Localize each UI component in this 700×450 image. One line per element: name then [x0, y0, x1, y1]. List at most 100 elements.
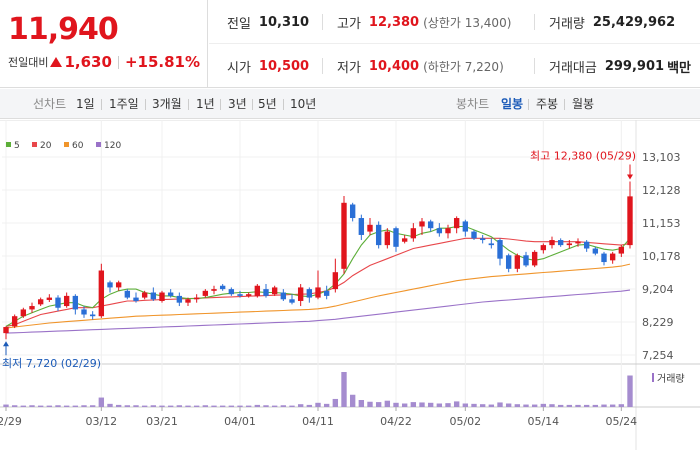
legend-label: 120: [104, 141, 121, 151]
candle-body: [358, 218, 365, 235]
low-label: 저가: [337, 60, 361, 76]
candle-body: [453, 218, 460, 229]
y-tick-label: 9,204: [642, 283, 674, 296]
period-1y-button[interactable]: 1년: [196, 97, 215, 111]
candle-body: [445, 228, 451, 234]
volume-bar: [393, 402, 399, 407]
volume-bar: [98, 397, 105, 407]
candle-body: [488, 243, 495, 246]
x-tick-label: 02/29: [0, 415, 22, 428]
period-5y-button[interactable]: 5년: [258, 97, 277, 111]
candle-body: [618, 246, 625, 254]
x-tick-label: 05/02: [449, 415, 481, 428]
volume-bar: [549, 404, 555, 407]
volume-bar: [124, 405, 131, 407]
period-1w-button[interactable]: 1주일: [109, 97, 139, 111]
volume-bar: [141, 405, 148, 407]
candle-body: [497, 240, 503, 259]
period-1d-button[interactable]: 1일: [76, 97, 95, 111]
prev-close-cell: 전일 10,310: [227, 0, 309, 44]
volume-bar: [332, 398, 339, 407]
volume-bar: [349, 394, 356, 407]
volume-bar: [488, 404, 495, 407]
candle-body: [271, 287, 278, 295]
volume-bar: [514, 404, 521, 407]
candle-body: [471, 231, 477, 239]
change-row: 전일대비 1,630 +15.81%: [8, 53, 200, 71]
candle-body: [3, 327, 9, 334]
candle-body: [323, 290, 330, 296]
low-value: 10,400: [368, 58, 420, 74]
candle-body: [176, 295, 183, 303]
candle-daily-button[interactable]: 일봉: [501, 97, 524, 111]
divider: [252, 99, 253, 110]
open-label: 시가: [227, 60, 251, 76]
volume-bar: [375, 402, 382, 407]
candle-weekly-button[interactable]: 주봉: [536, 97, 559, 111]
low-cell: 저가 10,400 (하한가 7,220): [337, 44, 504, 88]
candle-body: [46, 297, 53, 300]
volume-bar: [202, 405, 209, 407]
period-3y-button[interactable]: 3년: [228, 97, 247, 111]
volume-bar: [306, 404, 313, 407]
candle-body: [20, 309, 27, 317]
divider: [283, 99, 284, 110]
volume-bar: [219, 405, 226, 407]
volume-bar: [55, 405, 61, 407]
period-3m-button[interactable]: 3개월: [152, 97, 182, 111]
volume-bar: [575, 404, 581, 407]
volume-bar: [557, 404, 564, 407]
divider: [322, 14, 323, 30]
candle-body: [540, 245, 547, 251]
ma60-line: [5, 263, 631, 329]
candle-body: [280, 292, 287, 300]
volume-bar: [115, 404, 122, 407]
high-label: 고가: [337, 16, 361, 32]
volume-label: 거래량: [549, 16, 585, 32]
divider: [564, 99, 565, 110]
divider: [322, 58, 323, 74]
volume-bar: [401, 403, 408, 407]
volume-bar: [341, 372, 347, 407]
current-price: 11,940: [8, 12, 119, 47]
divider: [528, 99, 529, 110]
candle-body: [384, 231, 391, 246]
volume-label: 거래량: [657, 373, 685, 385]
volume-bar: [479, 404, 486, 407]
volume-bar: [63, 405, 70, 407]
candlestick-chart: 13,103 12,128 11,153 10,178 9,204 8,229 7,254 0…: [0, 119, 700, 450]
volume-bar: [436, 403, 443, 407]
candle-body: [254, 285, 261, 296]
low-annotation: 최저 7,720 (02/29): [2, 357, 101, 370]
period-10y-button[interactable]: 10년: [290, 97, 317, 111]
candle-body: [306, 289, 313, 298]
legend-label: 60: [72, 141, 84, 151]
volume-bar: [271, 405, 278, 407]
legend-swatch: [96, 142, 101, 147]
y-tick-label: 7,254: [642, 349, 674, 362]
quote-summary: 11,940 전일대비 1,630 +15.81% 전일 10,310 고가 1…: [0, 0, 700, 88]
volume-bar: [427, 402, 434, 407]
high-arrow-icon: [627, 174, 633, 180]
chart-toolbar: 선차트 1일 1주일 3개월 1년 3년 5년 10년 봉차트 일봉 주봉 월봉: [0, 89, 700, 119]
candle-body: [341, 202, 347, 269]
candle-body: [549, 240, 555, 246]
candle-body: [393, 228, 399, 247]
price-box: 11,940 전일대비 1,630 +15.81%: [0, 0, 208, 88]
volume-bar: [462, 403, 469, 407]
volume-bar: [367, 401, 373, 407]
candle-body: [479, 238, 486, 241]
volume-bar: [245, 405, 252, 407]
candle-body: [211, 289, 217, 291]
stock-chart[interactable]: 13,103 12,128 11,153 10,178 9,204 8,229 7,254 0…: [0, 119, 700, 450]
candle-body: [141, 292, 148, 298]
volume-bar: [254, 404, 261, 407]
volume-value: 25,429,962: [592, 14, 676, 30]
open-value: 10,500: [258, 58, 310, 74]
volume-bar: [228, 405, 235, 407]
amount-label: 거래대금: [549, 60, 597, 76]
volume-bar: [540, 403, 547, 407]
candle-body: [263, 289, 269, 296]
candle-body: [89, 314, 96, 317]
candle-monthly-button[interactable]: 월봉: [572, 97, 595, 111]
